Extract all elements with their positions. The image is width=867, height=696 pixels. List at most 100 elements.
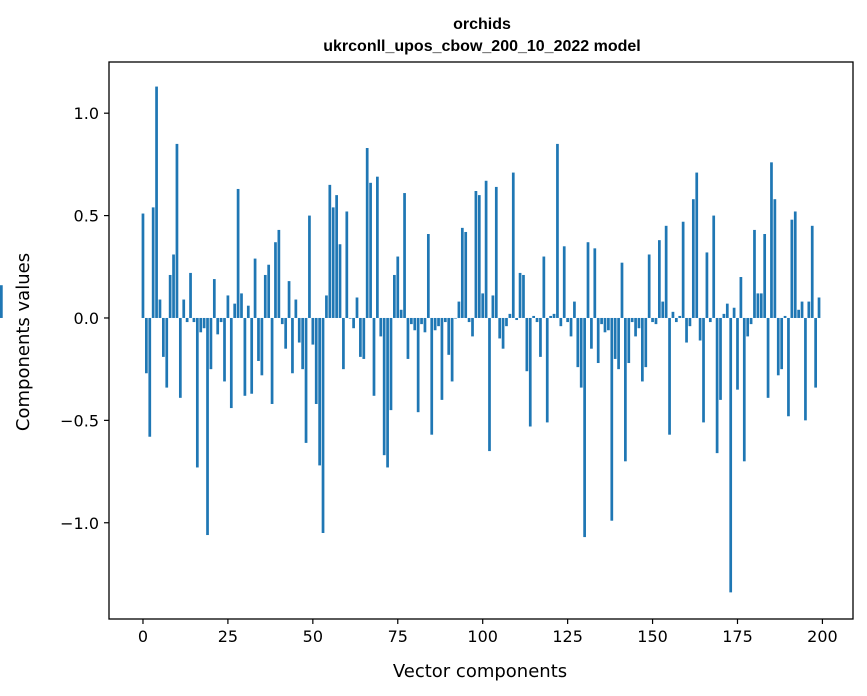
bar-81 [416, 317, 420, 413]
bar-1 [145, 317, 148, 374]
bar-27 [233, 303, 237, 318]
bar-70 [379, 317, 383, 337]
bar-65 [362, 317, 366, 359]
bar-177 [742, 317, 746, 462]
bar-116 [535, 317, 539, 323]
bar-178 [746, 317, 750, 337]
bar-109 [511, 172, 515, 318]
bar-41 [280, 317, 284, 325]
bar-117 [539, 317, 542, 357]
bar-146 [637, 317, 641, 329]
bar-195 [804, 317, 807, 421]
bar-49 [308, 215, 311, 318]
bar-115 [532, 315, 536, 318]
bar-153 [661, 301, 665, 318]
bar-52 [318, 317, 321, 466]
y-tick-label: 0.0 [74, 309, 99, 328]
bar-180 [753, 229, 756, 318]
x-tick-label: 175 [722, 627, 753, 646]
bar-113 [525, 317, 529, 372]
bar-162 [691, 199, 695, 318]
y-tick-label: −1.0 [60, 514, 99, 533]
bar-78 [406, 317, 410, 359]
bar-48 [304, 317, 308, 443]
x-axis-label: Vector components [393, 661, 567, 682]
bar-181 [756, 293, 760, 318]
bar-55 [328, 184, 332, 318]
bar-76 [399, 309, 403, 318]
bar-91 [450, 317, 454, 382]
bar-19 [206, 317, 209, 536]
bar-12 [182, 299, 186, 318]
bar-83 [423, 317, 427, 333]
y-tick-label: −0.5 [60, 411, 99, 430]
bar-0 [141, 213, 145, 318]
bar-14 [189, 272, 192, 318]
bar-197 [810, 225, 814, 318]
bar-50 [311, 317, 315, 345]
bar-174 [732, 307, 736, 318]
x-tick-label: 100 [467, 627, 498, 646]
bar-33 [253, 258, 257, 318]
bar-44 [291, 317, 294, 374]
bar-37 [267, 264, 271, 318]
bar-90 [447, 317, 451, 355]
bar-74 [393, 274, 396, 318]
bar-45 [294, 299, 298, 318]
bar-149 [647, 254, 651, 318]
bar-56 [331, 207, 335, 318]
bar-118 [542, 256, 546, 318]
bar-140 [617, 317, 620, 370]
bar-73 [389, 317, 393, 411]
bar-35 [260, 317, 264, 376]
bar-145 [634, 317, 637, 337]
bar-47 [301, 317, 304, 370]
bar-152 [658, 240, 661, 318]
bar-135 [600, 317, 603, 325]
bar-147 [641, 317, 644, 382]
chart-subtitle: ukrconll_upos_cbow_200_10_2022 model [323, 38, 640, 55]
bar-71 [382, 317, 386, 456]
x-tick-label: 0 [138, 627, 148, 646]
bar-110 [515, 317, 519, 321]
bar-69 [376, 176, 379, 318]
bar-43 [287, 281, 291, 318]
bar-186 [773, 199, 777, 318]
bar-128 [576, 317, 580, 368]
bar-99 [477, 195, 481, 318]
bar-24 [223, 317, 226, 382]
bar-151 [654, 317, 658, 325]
bar-86 [433, 317, 437, 331]
bar-121 [552, 313, 556, 318]
bar-123 [559, 317, 563, 327]
bar-138 [610, 317, 614, 521]
bar-157 [674, 317, 678, 323]
bar-161 [688, 317, 692, 327]
bar-25 [226, 295, 230, 318]
bar-29 [240, 293, 243, 318]
bar-82 [420, 317, 423, 325]
bar-187 [776, 317, 780, 376]
bar-2 [148, 317, 152, 437]
bar-189 [783, 315, 787, 318]
bar-96 [467, 317, 471, 323]
bar-20 [209, 317, 213, 370]
bar-8 [168, 274, 172, 318]
bar-167 [708, 317, 712, 323]
bar-122 [556, 143, 559, 318]
bar-93 [457, 301, 461, 318]
bar-92 [454, 317, 457, 319]
bar-196 [807, 301, 811, 318]
bar-75 [396, 256, 400, 318]
x-axis-ticks: 0 25 50 75 100 125 150 175 200 [138, 619, 838, 646]
bar-179 [749, 317, 753, 325]
bar-57 [335, 195, 338, 318]
bar-5 [158, 299, 162, 318]
bar-183 [763, 234, 767, 318]
y-tick-label: 1.0 [74, 104, 99, 123]
bar-77 [403, 193, 406, 318]
bar-95 [464, 231, 468, 318]
bar-3 [151, 207, 155, 318]
bar-85 [430, 317, 434, 435]
bar-18 [202, 317, 206, 329]
